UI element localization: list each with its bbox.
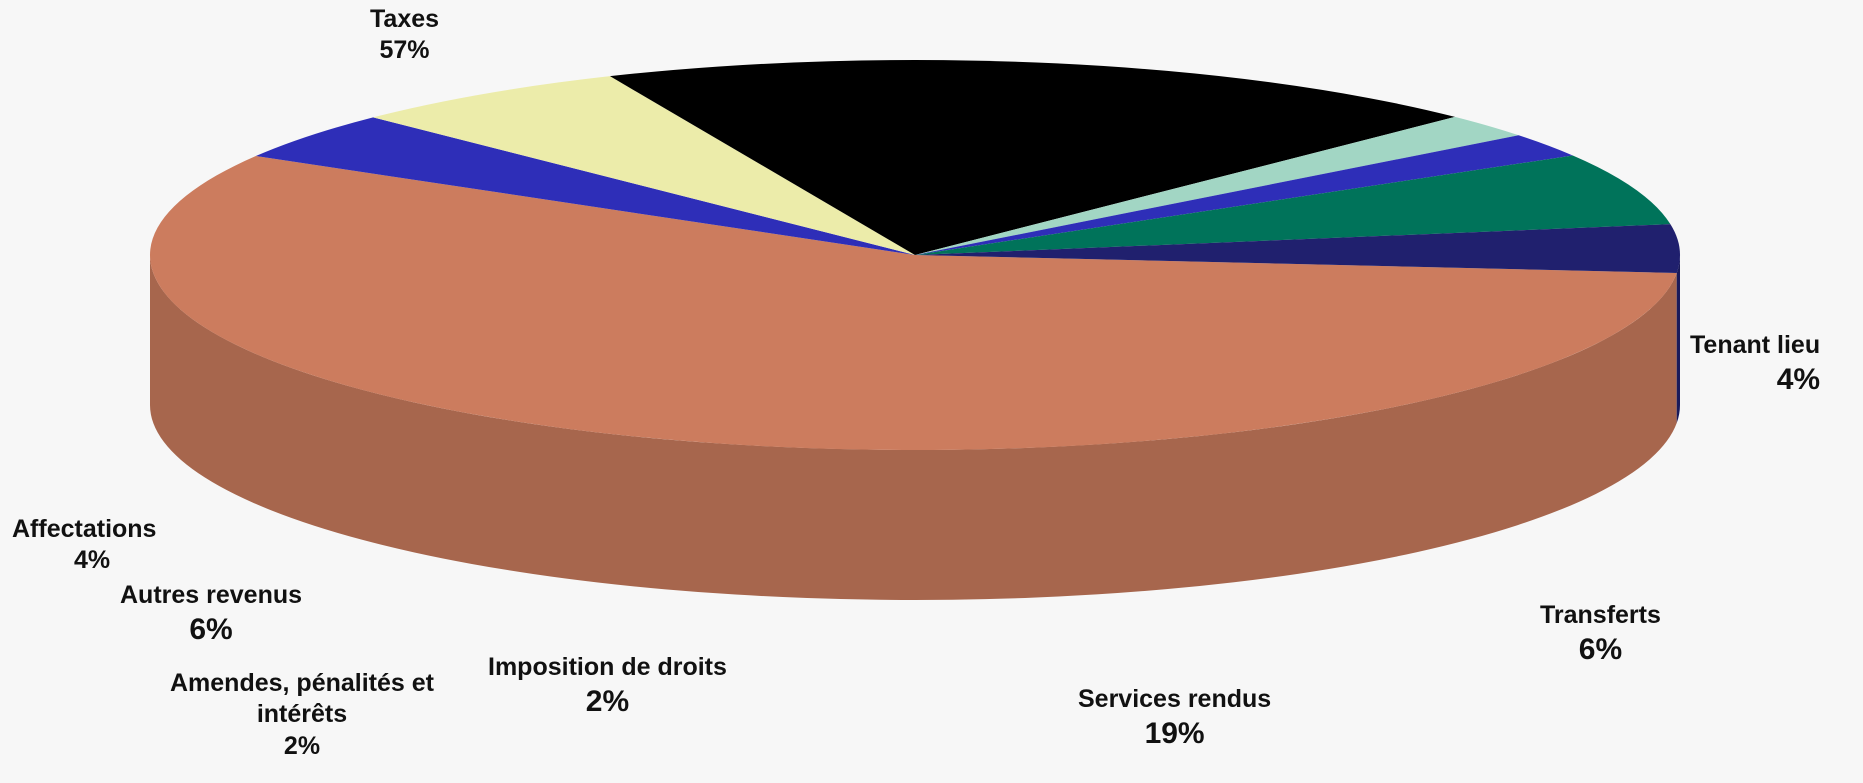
label-amendes-name2: intérêts xyxy=(256,700,348,729)
label-imposition-de-droits: Imposition de droits 2% xyxy=(488,652,727,721)
label-tenant-lieu: Tenant lieu 4% xyxy=(1690,330,1820,399)
label-transferts-pct: 6% xyxy=(1578,633,1623,667)
label-taxes-pct: 57% xyxy=(379,36,430,65)
pie-slice-tenant-lieu xyxy=(255,117,915,255)
label-transferts-name: Transferts xyxy=(1540,601,1661,629)
pie-top-faces xyxy=(149,60,1680,450)
label-imposition-name: Imposition de droits xyxy=(488,653,727,681)
label-affectations-pct: 4% xyxy=(74,546,111,575)
label-taxes: Taxes 57% xyxy=(370,4,439,67)
label-autres-revenus-pct: 6% xyxy=(189,613,233,647)
pie-slice-imposition-de-droits xyxy=(915,116,1519,255)
label-services-rendus-pct: 19% xyxy=(1144,717,1205,751)
label-tenant-lieu-name: Tenant lieu xyxy=(1690,331,1821,359)
pie-slice-affectations xyxy=(915,224,1680,274)
label-services-rendus: Services rendus 19% xyxy=(1078,684,1271,753)
label-autres-revenus-name: Autres revenus xyxy=(120,581,303,609)
label-affectations-name: Affectations xyxy=(12,515,157,543)
pie-slice-autres-revenus xyxy=(915,155,1671,255)
pie-side-taxes xyxy=(150,255,1677,601)
pie-side-affectations xyxy=(1676,255,1680,424)
label-tenant-lieu-pct: 4% xyxy=(1776,363,1821,397)
label-transferts: Transferts 6% xyxy=(1540,600,1661,669)
label-imposition-pct: 2% xyxy=(585,685,630,719)
label-taxes-name: Taxes xyxy=(370,5,440,33)
label-amendes: Amendes, pénalités et intérêts 2% xyxy=(170,668,434,762)
label-amendes-pct: 2% xyxy=(283,731,321,760)
label-services-rendus-name: Services rendus xyxy=(1078,685,1272,713)
label-amendes-name1: Amendes, pénalités et xyxy=(170,669,434,697)
pie-slice-transferts xyxy=(373,76,916,256)
pie-slice-amendes-p-nalit-s-et-int-r-ts xyxy=(915,135,1573,255)
pie-slice-services-rendus xyxy=(609,60,1455,255)
pie-slice-taxes xyxy=(149,156,1677,450)
label-affectations: Affectations 4% xyxy=(12,514,156,577)
pie-side-walls xyxy=(150,255,1680,601)
label-autres-revenus: Autres revenus 6% xyxy=(120,580,302,649)
